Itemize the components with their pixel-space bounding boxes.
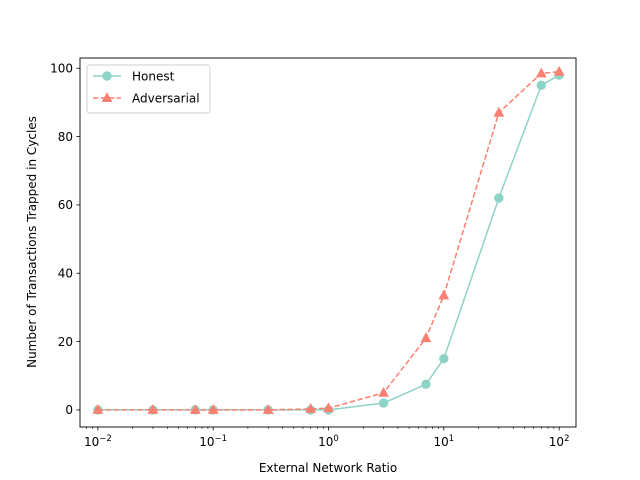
x-axis-label: External Network Ratio bbox=[259, 461, 397, 475]
data-point bbox=[438, 289, 450, 300]
data-point bbox=[147, 404, 159, 414]
data-point bbox=[378, 398, 389, 408]
series-layer bbox=[92, 65, 565, 415]
data-point bbox=[421, 379, 431, 389]
x-tick-label: 10−2 bbox=[84, 434, 112, 449]
x-tick-label: 102 bbox=[549, 434, 570, 449]
data-point bbox=[420, 332, 432, 343]
data-point bbox=[536, 80, 546, 91]
y-tick-label: 60 bbox=[58, 198, 73, 212]
legend-label-adversarial: Adversarial bbox=[132, 91, 200, 105]
legend-marker bbox=[102, 71, 112, 81]
data-point bbox=[494, 193, 504, 203]
y-tick-label: 20 bbox=[58, 335, 73, 349]
legend-frame bbox=[86, 64, 211, 114]
legend: Honest Adversarial bbox=[86, 64, 211, 114]
legend-label-honest: Honest bbox=[132, 69, 175, 83]
data-point bbox=[92, 404, 104, 414]
y-axis-label: Number of Transactions Trapped in Cycles bbox=[25, 116, 39, 368]
x-tick-label: 101 bbox=[433, 434, 454, 449]
data-point bbox=[378, 386, 389, 397]
plot-frame bbox=[79, 57, 577, 428]
data-point bbox=[189, 404, 201, 414]
data-point bbox=[323, 402, 334, 413]
data-point bbox=[207, 404, 219, 414]
y-tick-label: 0 bbox=[65, 403, 73, 417]
data-point bbox=[439, 353, 449, 364]
plot-area bbox=[80, 58, 576, 427]
axes-layer: 10−2 10−1 100 101 102 0 20 40 60 80 100 bbox=[50, 57, 577, 449]
data-point bbox=[553, 65, 565, 76]
y-tick-label: 40 bbox=[58, 267, 73, 281]
series-adversarial bbox=[92, 65, 565, 414]
x-tick-label: 10−1 bbox=[199, 434, 227, 449]
y-tick-label: 100 bbox=[50, 62, 73, 76]
x-tick-label: 100 bbox=[318, 434, 339, 449]
data-point bbox=[493, 106, 505, 117]
data-point bbox=[535, 67, 547, 78]
data-point bbox=[305, 403, 317, 413]
legend-marker bbox=[101, 92, 113, 102]
data-point bbox=[262, 404, 274, 414]
y-tick-label: 80 bbox=[58, 130, 73, 144]
